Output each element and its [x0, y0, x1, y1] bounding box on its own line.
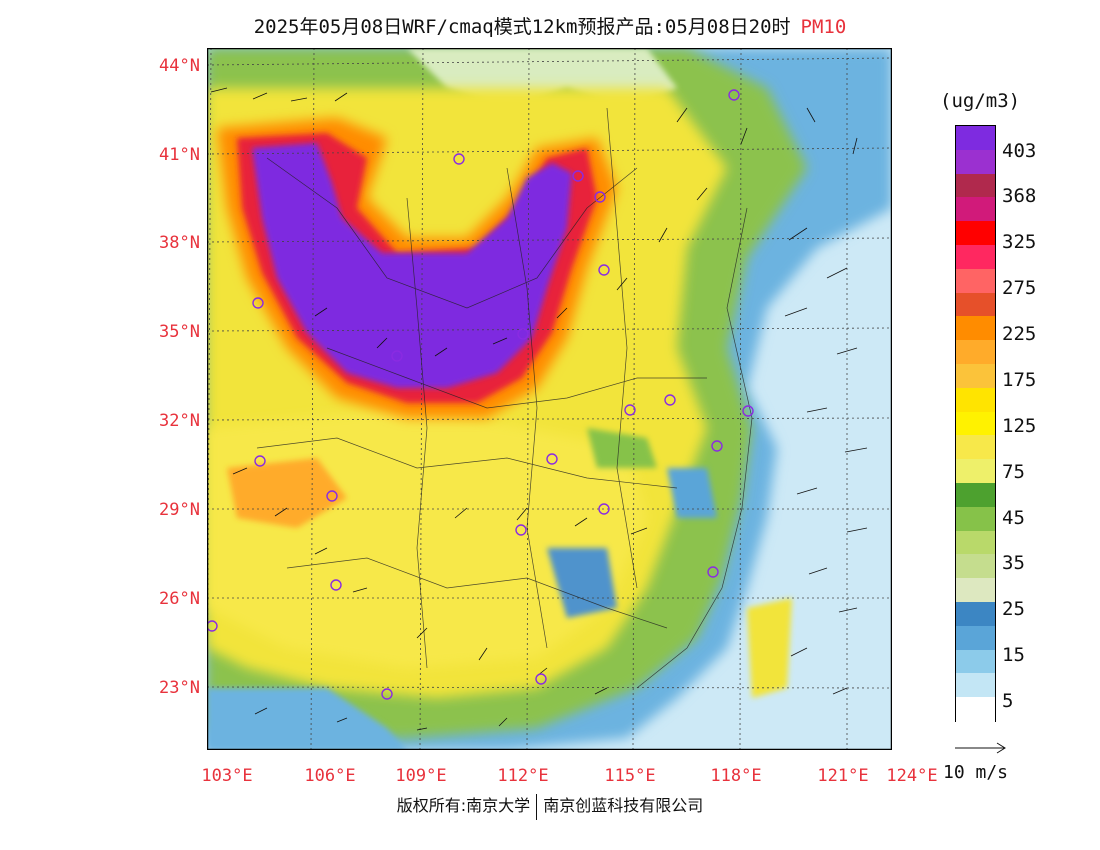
colorbar-segment [956, 173, 995, 198]
lon-label-124: 124°E [886, 766, 938, 786]
colorbar-segment [956, 126, 995, 151]
lon-label-103: 103°E [201, 766, 253, 786]
variable-label: PM10 [800, 16, 847, 38]
lon-label-121: 121°E [817, 766, 869, 786]
colorbar-segment [956, 506, 995, 532]
colorbar-segment [956, 649, 995, 674]
colorbar-segment [956, 673, 995, 698]
colorbar-label: 225 [1002, 323, 1037, 345]
colorbar-segment [956, 316, 995, 341]
colorbar-segment [956, 554, 995, 579]
title-text: 2025年05月08日WRF/cmaq模式12km预报产品:05月08日20时 [253, 16, 791, 38]
colorbar-segment [956, 435, 995, 460]
lat-label-41: 41°N [159, 145, 200, 165]
colorbar-label: 368 [1002, 185, 1037, 207]
lat-label-44: 44°N [159, 56, 200, 76]
colorbar-label: 125 [1002, 415, 1037, 437]
copyright-text: 版权所有:南京大学 [396, 796, 531, 815]
lon-label-109: 109°E [395, 766, 447, 786]
colorbar-label: 403 [1002, 140, 1037, 162]
colorbar-label: 175 [1002, 369, 1037, 391]
lat-label-38: 38°N [159, 233, 200, 253]
colorbar-label: 35 [1002, 552, 1025, 574]
colorbar-segment [956, 268, 995, 294]
colorbar-segment [956, 149, 995, 175]
colorbar-label: 5 [1002, 690, 1014, 712]
colorbar-label: 275 [1002, 277, 1037, 299]
colorbar-segment [956, 292, 995, 317]
colorbar-segment [956, 197, 995, 222]
colorbar [955, 125, 996, 722]
colorbar-segment [956, 697, 995, 722]
wind-reference-arrow [955, 742, 1006, 754]
colorbar-label: 325 [1002, 231, 1037, 253]
lat-label-32: 32°N [159, 411, 200, 431]
colorbar-unit: (ug/m3) [940, 90, 1021, 112]
colorbar-segment [956, 245, 995, 270]
lat-label-23: 23°N [159, 678, 200, 698]
lat-label-29: 29°N [159, 500, 200, 520]
lat-label-35: 35°N [159, 322, 200, 342]
colorbar-segment [956, 625, 995, 651]
colorbar-segment [956, 387, 995, 413]
chart-title: 2025年05月08日WRF/cmaq模式12km预报产品:05月08日20时 P… [0, 12, 1100, 39]
colorbar-segment [956, 411, 995, 436]
colorbar-segment [956, 364, 995, 389]
colorbar-segment [956, 530, 995, 555]
colorbar-segment [956, 602, 995, 627]
colorbar-label: 15 [1002, 644, 1025, 666]
colorbar-segment [956, 221, 995, 246]
colorbar-label: 75 [1002, 461, 1025, 483]
lon-label-118: 118°E [710, 766, 762, 786]
company-text: 南京创蓝科技有限公司 [543, 796, 704, 815]
colorbar-label: 45 [1002, 507, 1025, 529]
colorbar-label: 25 [1002, 598, 1025, 620]
lon-label-112: 112°E [497, 766, 549, 786]
colorbar-segment [956, 483, 995, 508]
lon-label-106: 106°E [304, 766, 356, 786]
pollution-map[interactable] [207, 48, 892, 750]
lat-label-26: 26°N [159, 589, 200, 609]
wind-reference-label: 10 m/s [943, 762, 1009, 783]
colorbar-segment [956, 340, 995, 365]
colorbar-segment [956, 459, 995, 484]
footer-separator [536, 793, 538, 820]
colorbar-segment [956, 578, 995, 603]
footer: 版权所有:南京大学 南京创蓝科技有限公司 [0, 792, 1100, 820]
lon-label-115: 115°E [604, 766, 656, 786]
